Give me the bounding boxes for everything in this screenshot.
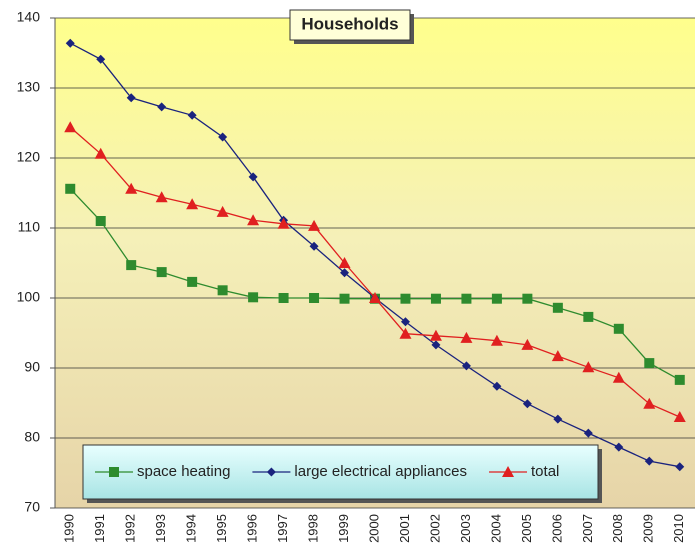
marker: [247, 214, 260, 226]
marker: [218, 132, 228, 142]
marker: [643, 397, 656, 409]
marker: [64, 121, 77, 133]
marker: [400, 317, 410, 327]
marker: [217, 285, 228, 296]
marker: [492, 381, 502, 391]
y-tick-label: 80: [24, 429, 40, 445]
y-tick-label: 70: [24, 499, 40, 515]
marker: [582, 361, 595, 373]
marker: [155, 191, 168, 203]
x-tick-label: 2007: [580, 514, 595, 543]
marker: [644, 456, 654, 466]
marker: [308, 219, 321, 231]
x-tick-label: 1996: [245, 514, 260, 543]
marker: [369, 292, 381, 303]
marker: [309, 293, 320, 303]
marker: [278, 293, 289, 303]
marker: [216, 205, 229, 217]
marker: [125, 182, 138, 194]
x-tick-label: 2006: [549, 514, 564, 543]
marker: [430, 293, 441, 304]
marker: [521, 338, 534, 350]
marker: [461, 361, 471, 371]
marker: [248, 172, 258, 182]
marker: [614, 442, 624, 452]
x-tick-label: 2004: [488, 514, 503, 543]
marker: [340, 268, 350, 278]
marker: [266, 467, 276, 477]
marker: [491, 293, 502, 304]
marker: [248, 292, 259, 303]
marker: [186, 198, 199, 210]
y-tick-label: 100: [17, 289, 41, 305]
legend-label: large electrical appliances: [294, 463, 467, 480]
chart-title: Households: [301, 14, 398, 33]
marker: [126, 260, 137, 271]
x-tick-label: 2005: [519, 514, 534, 543]
y-tick-label: 120: [17, 149, 41, 165]
marker: [429, 329, 442, 341]
x-tick-label: 1995: [214, 514, 229, 543]
marker: [277, 217, 290, 229]
x-tick-label: 1994: [184, 514, 199, 543]
x-tick-label: 2008: [610, 514, 625, 543]
marker: [65, 38, 75, 48]
x-tick-label: 2009: [641, 514, 656, 543]
x-tick-label: 2010: [671, 514, 686, 543]
marker: [612, 371, 625, 383]
marker: [673, 411, 686, 422]
y-tick-label: 90: [24, 359, 40, 375]
marker: [461, 293, 472, 304]
title-box: [289, 9, 411, 41]
legend-label: total: [531, 463, 559, 480]
marker: [309, 241, 319, 251]
marker: [94, 147, 107, 159]
marker: [65, 183, 76, 194]
marker: [674, 374, 685, 385]
marker: [157, 102, 167, 112]
x-tick-label: 1998: [305, 514, 320, 543]
x-tick-label: 2003: [458, 514, 473, 543]
marker: [583, 311, 594, 322]
marker: [502, 466, 515, 477]
marker: [583, 428, 593, 438]
marker: [522, 399, 532, 409]
x-tick-label: 2002: [427, 514, 442, 543]
marker: [460, 331, 473, 343]
x-tick-label: 2001: [397, 514, 412, 543]
marker: [187, 110, 197, 120]
marker: [552, 302, 563, 313]
marker: [338, 257, 351, 268]
marker: [95, 216, 106, 226]
marker: [613, 323, 624, 334]
marker: [490, 334, 503, 346]
marker: [675, 462, 685, 472]
y-tick-label: 130: [17, 79, 41, 95]
marker: [431, 340, 441, 350]
marker: [339, 293, 350, 304]
marker: [96, 54, 106, 64]
marker: [644, 358, 655, 369]
marker: [109, 467, 119, 477]
marker: [399, 327, 412, 339]
y-tick-label: 140: [17, 9, 41, 25]
marker: [187, 276, 198, 287]
marker: [126, 93, 136, 103]
marker: [553, 414, 563, 424]
marker: [156, 267, 167, 278]
plot-area: [55, 18, 695, 508]
x-tick-label: 2000: [366, 514, 381, 543]
x-tick-label: 1991: [92, 514, 107, 543]
x-tick-label: 1993: [153, 514, 168, 543]
y-tick-label: 110: [18, 219, 41, 235]
x-tick-label: 1997: [275, 514, 290, 543]
x-tick-label: 1999: [336, 514, 351, 543]
x-tick-label: 1992: [123, 514, 138, 543]
legend-label: space heating: [137, 463, 230, 480]
x-tick-label: 1990: [62, 514, 77, 543]
marker: [522, 293, 533, 304]
marker: [400, 293, 411, 304]
marker: [551, 350, 564, 362]
